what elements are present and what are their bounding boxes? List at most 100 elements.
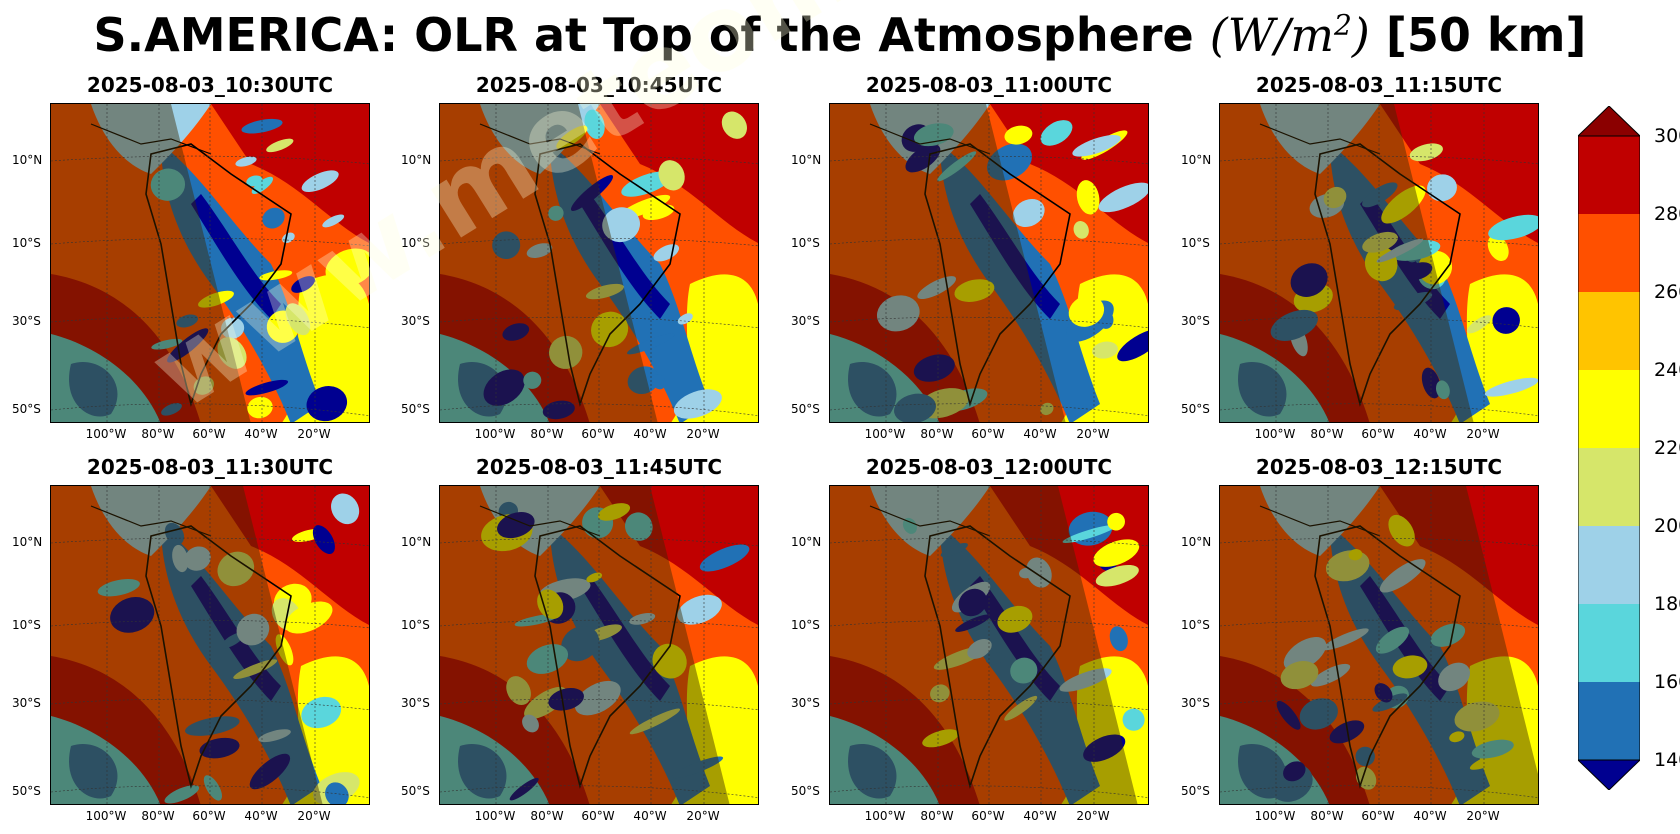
- colorbar-segment: [1578, 370, 1640, 448]
- lat-tick-label: 30°S: [12, 696, 41, 710]
- lat-tick-label: 30°S: [401, 696, 430, 710]
- lon-tick-label: 80°W: [1310, 809, 1344, 823]
- colorbar: [1576, 105, 1642, 791]
- figure-title: S.AMERICA: OLR at Top of the Atmosphere …: [93, 8, 1587, 62]
- lat-tick-label: 30°S: [791, 314, 820, 328]
- lon-tick-label: 20°W: [686, 427, 720, 441]
- lat-tick-label: 10°N: [1181, 153, 1212, 167]
- lon-tick-label: 80°W: [530, 809, 564, 823]
- lat-tick-label: 30°S: [1181, 696, 1210, 710]
- lat-tick-label: 50°S: [791, 784, 820, 798]
- colorbar-segment: [1578, 526, 1640, 604]
- lon-tick-label: 60°W: [1361, 809, 1395, 823]
- lat-tick-label: 30°S: [1181, 314, 1210, 328]
- lat-tick-label: 10°N: [401, 153, 432, 167]
- lon-tick-label: 20°W: [297, 809, 331, 823]
- lon-tick-label: 100°W: [85, 809, 127, 823]
- lat-tick-label: 10°N: [12, 153, 43, 167]
- colorbar-segment: [1578, 214, 1640, 292]
- olr-map: [1219, 103, 1539, 423]
- lat-tick-label: 10°S: [1181, 618, 1210, 632]
- lon-tick-label: 100°W: [474, 427, 516, 441]
- lon-tick-label: 100°W: [474, 809, 516, 823]
- panel-time-title: 2025-08-03_12:00UTC: [865, 455, 1113, 479]
- lon-tick-label: 100°W: [1254, 809, 1296, 823]
- colorbar-tick-label: 200: [1654, 515, 1680, 537]
- colorbar-segment: [1578, 448, 1640, 526]
- lat-tick-label: 10°N: [791, 535, 822, 549]
- olr-map: [829, 485, 1149, 805]
- colorbar-segment: [1578, 136, 1640, 214]
- lat-tick-label: 10°S: [791, 618, 820, 632]
- colorbar-tick-label: 260: [1654, 281, 1680, 303]
- lon-tick-label: 20°W: [1466, 427, 1500, 441]
- lat-tick-label: 50°S: [401, 784, 430, 798]
- lon-tick-label: 40°W: [1023, 809, 1057, 823]
- lon-tick-label: 40°W: [633, 809, 667, 823]
- lon-tick-label: 60°W: [581, 809, 615, 823]
- lon-tick-label: 80°W: [141, 427, 175, 441]
- lon-tick-label: 60°W: [971, 809, 1005, 823]
- panel-time-title: 2025-08-03_11:00UTC: [865, 73, 1113, 97]
- lat-tick-label: 50°S: [1181, 784, 1210, 798]
- panel-time-title: 2025-08-03_11:30UTC: [86, 455, 334, 479]
- lon-tick-label: 60°W: [192, 427, 226, 441]
- lat-tick-label: 50°S: [12, 784, 41, 798]
- lon-tick-label: 60°W: [192, 809, 226, 823]
- lon-tick-label: 60°W: [581, 427, 615, 441]
- lon-tick-label: 40°W: [1413, 427, 1447, 441]
- lat-tick-label: 10°S: [401, 236, 430, 250]
- lon-tick-label: 80°W: [920, 427, 954, 441]
- colorbar-tick-label: 280: [1654, 203, 1680, 225]
- panel-time-title: 2025-08-03_12:15UTC: [1255, 455, 1503, 479]
- olr-map: [439, 485, 759, 805]
- panel-time-title: 2025-08-03_11:45UTC: [475, 455, 723, 479]
- lon-tick-label: 100°W: [85, 427, 127, 441]
- lon-tick-label: 100°W: [864, 427, 906, 441]
- lon-tick-label: 100°W: [864, 809, 906, 823]
- olr-map: [1219, 485, 1539, 805]
- lon-tick-label: 60°W: [971, 427, 1005, 441]
- lon-tick-label: 60°W: [1361, 427, 1395, 441]
- lat-tick-label: 50°S: [12, 402, 41, 416]
- colorbar-tick-label: 140: [1654, 749, 1680, 771]
- lat-tick-label: 30°S: [401, 314, 430, 328]
- lat-tick-label: 10°S: [12, 236, 41, 250]
- lat-tick-label: 50°S: [401, 402, 430, 416]
- colorbar-extend-bottom: [1576, 759, 1642, 791]
- lon-tick-label: 80°W: [141, 809, 175, 823]
- colorbar-extend-top: [1576, 105, 1642, 137]
- olr-map: [50, 103, 370, 423]
- lon-tick-label: 100°W: [1254, 427, 1296, 441]
- colorbar-tick-label: 240: [1654, 359, 1680, 381]
- lon-tick-label: 80°W: [1310, 427, 1344, 441]
- lon-tick-label: 20°W: [686, 809, 720, 823]
- lon-tick-label: 40°W: [244, 809, 278, 823]
- lat-tick-label: 10°N: [1181, 535, 1212, 549]
- lon-tick-label: 20°W: [1466, 809, 1500, 823]
- lat-tick-label: 50°S: [1181, 402, 1210, 416]
- lon-tick-label: 40°W: [633, 427, 667, 441]
- lat-tick-label: 10°N: [12, 535, 43, 549]
- lon-tick-label: 40°W: [1413, 809, 1447, 823]
- lon-tick-label: 40°W: [1023, 427, 1057, 441]
- lon-tick-label: 80°W: [920, 809, 954, 823]
- colorbar-tick-label: 220: [1654, 437, 1680, 459]
- olr-map: [439, 103, 759, 423]
- colorbar-segment: [1578, 682, 1640, 760]
- lat-tick-label: 10°N: [791, 153, 822, 167]
- panel-time-title: 2025-08-03_10:30UTC: [86, 73, 334, 97]
- lat-tick-label: 30°S: [12, 314, 41, 328]
- colorbar-segment: [1578, 292, 1640, 370]
- lon-tick-label: 20°W: [1076, 427, 1110, 441]
- panel-time-title: 2025-08-03_10:45UTC: [475, 73, 723, 97]
- panel-time-title: 2025-08-03_11:15UTC: [1255, 73, 1503, 97]
- lat-tick-label: 50°S: [791, 402, 820, 416]
- colorbar-tick-label: 300: [1654, 125, 1680, 147]
- olr-map: [829, 103, 1149, 423]
- olr-map: [50, 485, 370, 805]
- lat-tick-label: 30°S: [791, 696, 820, 710]
- lat-tick-label: 10°S: [791, 236, 820, 250]
- colorbar-tick-label: 160: [1654, 671, 1680, 693]
- lon-tick-label: 80°W: [530, 427, 564, 441]
